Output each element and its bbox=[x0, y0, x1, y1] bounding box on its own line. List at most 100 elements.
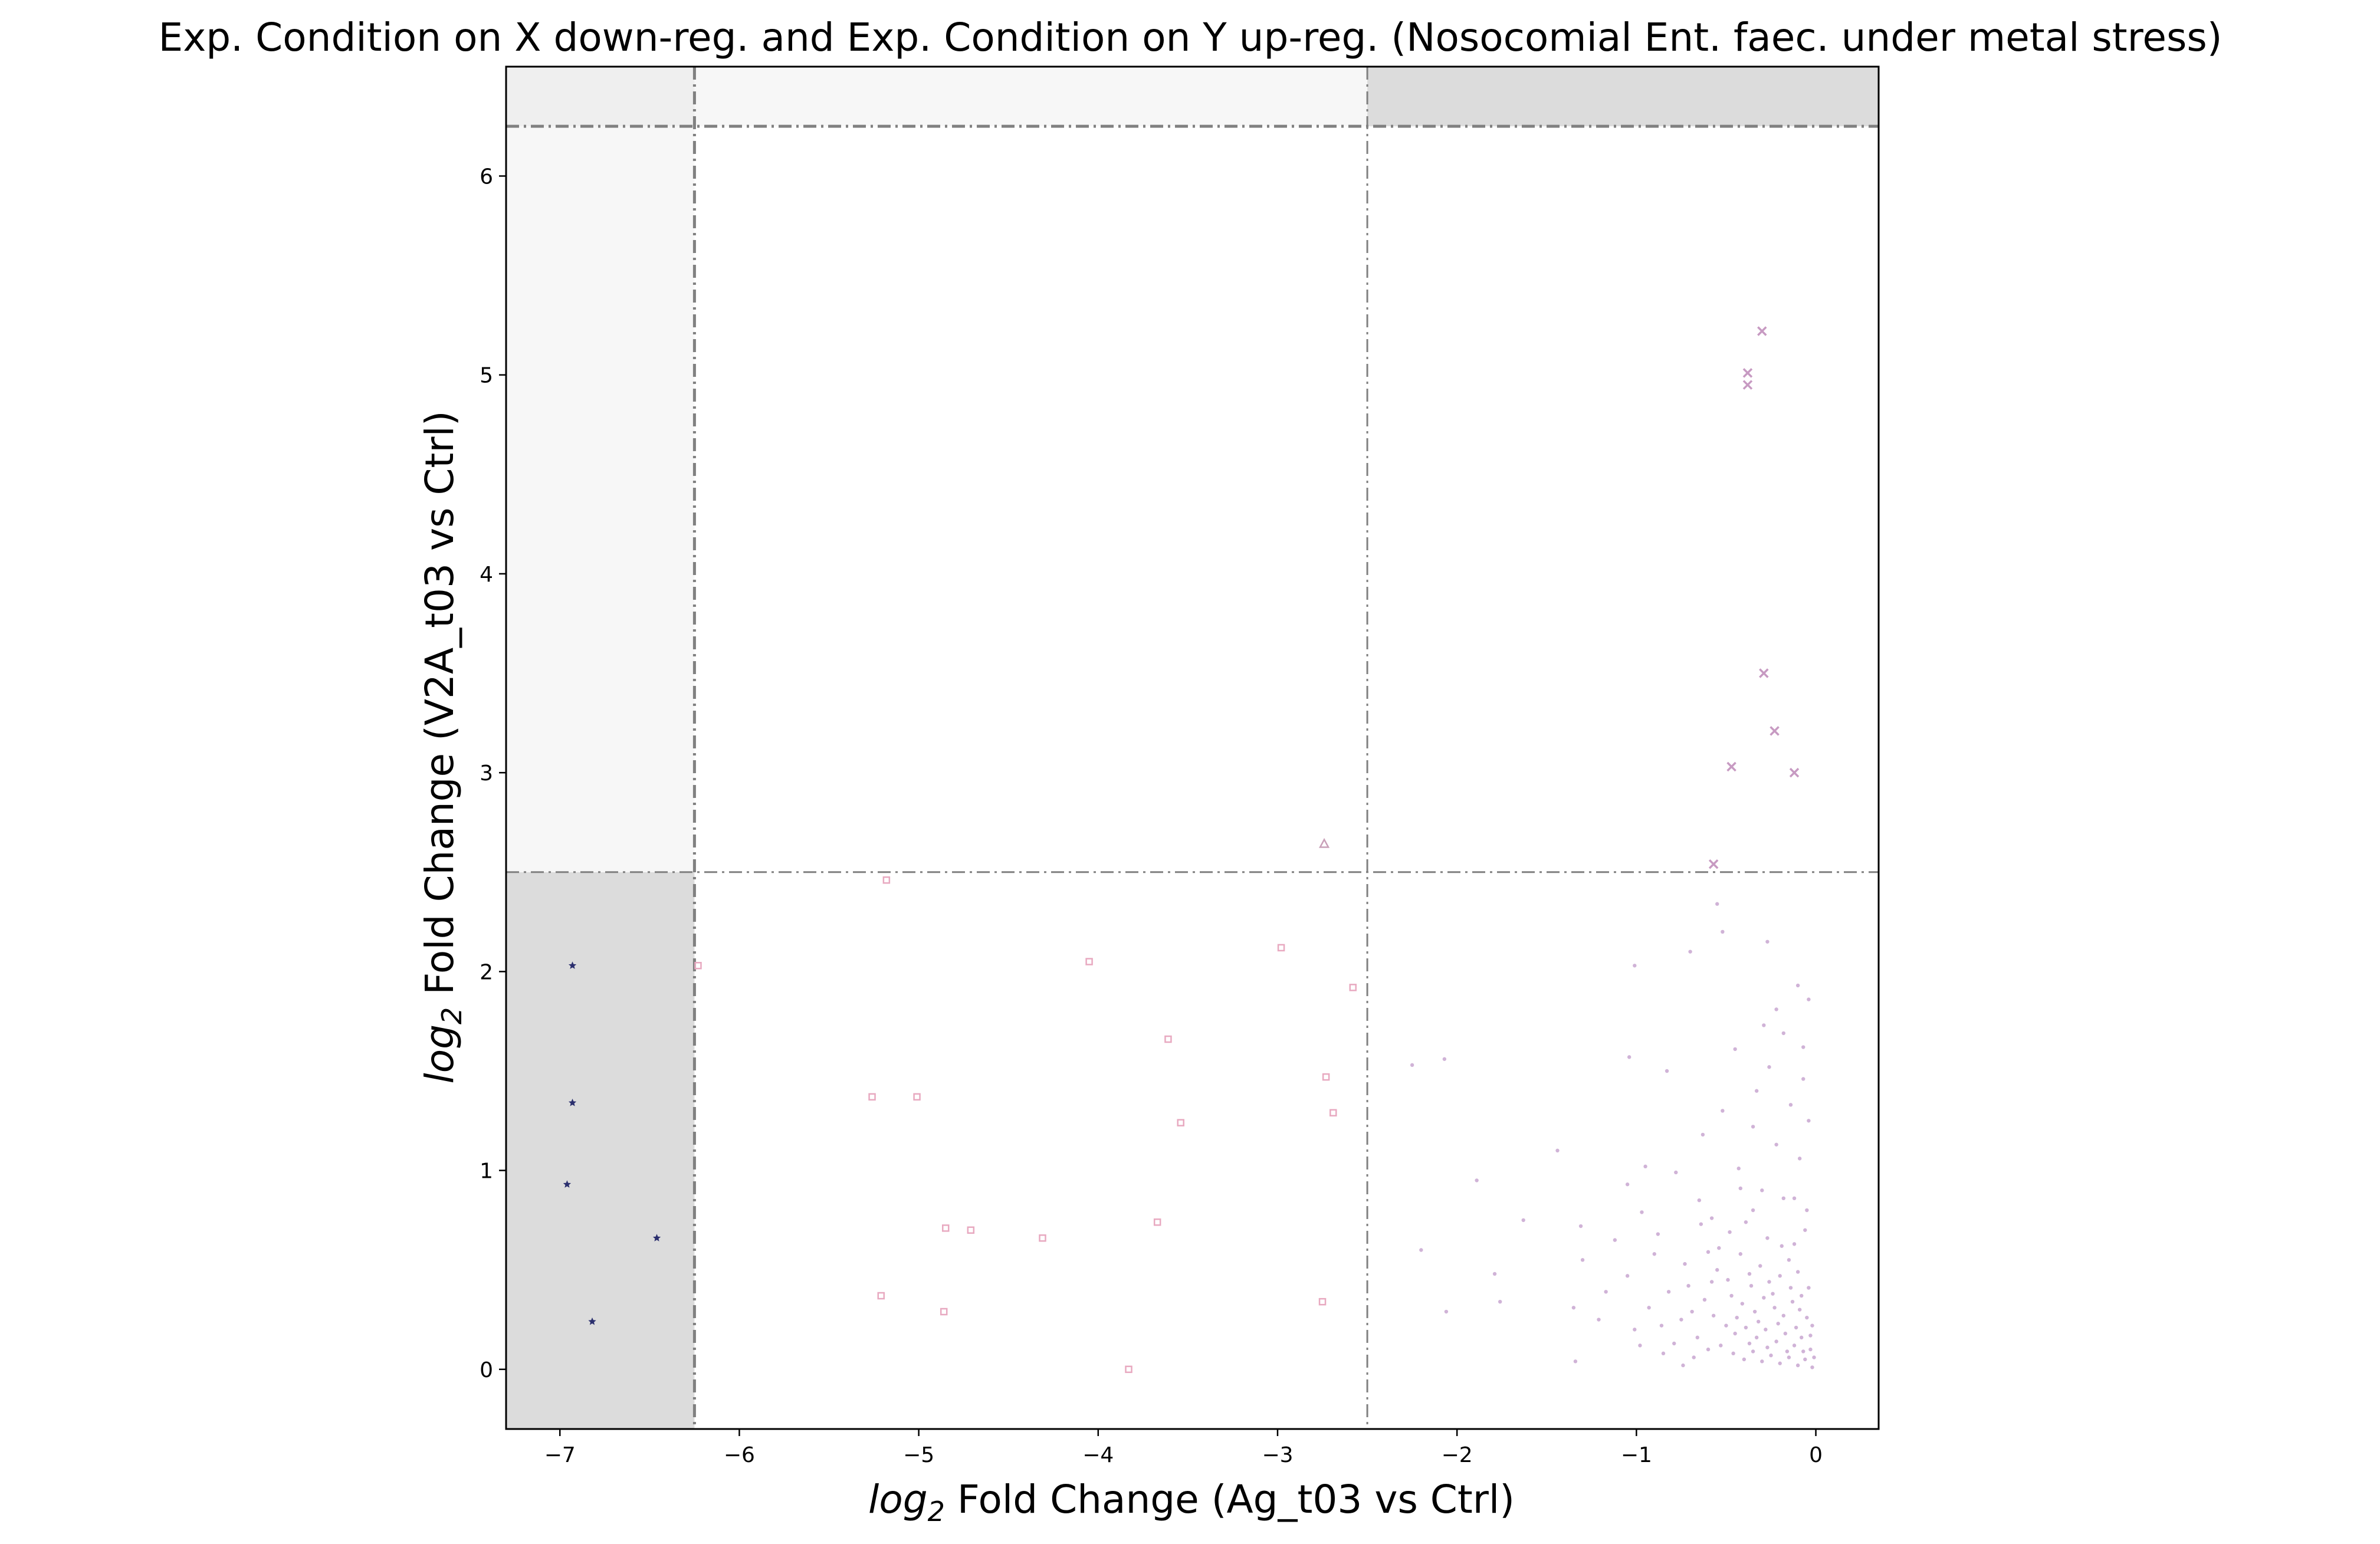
data-point-dot bbox=[1715, 902, 1719, 906]
data-point-cross bbox=[1789, 767, 1800, 778]
data-point-dot bbox=[1692, 1355, 1696, 1359]
data-point-dot bbox=[1735, 1315, 1739, 1320]
data-point-dot bbox=[1679, 1318, 1683, 1322]
data-point-dot bbox=[1801, 1077, 1805, 1081]
y-axis-ticks: 0 1 2 3 4 5 6 bbox=[480, 165, 506, 1382]
data-point-dot bbox=[1738, 1186, 1742, 1191]
shade-region-left bbox=[506, 67, 695, 872]
data-point-dot bbox=[1792, 1242, 1797, 1246]
data-point-dot bbox=[1604, 1290, 1608, 1294]
data-point-dot bbox=[1805, 1315, 1809, 1320]
data-point-dot bbox=[1756, 1319, 1761, 1324]
data-point-dot bbox=[1795, 1363, 1800, 1368]
data-point-cross bbox=[1742, 380, 1753, 390]
data-point-dot bbox=[1812, 1355, 1816, 1359]
data-point-dot bbox=[1613, 1238, 1617, 1242]
data-point-dot bbox=[1783, 1331, 1788, 1336]
data-point-dot bbox=[1765, 1236, 1770, 1240]
threshold-lines bbox=[506, 67, 1879, 1429]
data-point-dot bbox=[1659, 1323, 1664, 1328]
data-point-dot bbox=[1797, 1157, 1802, 1161]
x-tick-label: −2 bbox=[1442, 1443, 1473, 1467]
data-point-dot bbox=[1795, 1270, 1800, 1274]
data-point-dot bbox=[1771, 1292, 1775, 1296]
data-point-star bbox=[652, 1234, 661, 1241]
data-point-dot bbox=[1640, 1210, 1644, 1214]
data-point-dot bbox=[1774, 1007, 1778, 1011]
data-point-dot bbox=[1721, 929, 1725, 934]
data-point-dot bbox=[1690, 1309, 1694, 1314]
data-point-square bbox=[1153, 1218, 1161, 1226]
data-point-dot bbox=[1633, 964, 1637, 968]
data-point-dot bbox=[1751, 1208, 1755, 1213]
data-point-dot bbox=[1742, 1357, 1747, 1362]
data-point-dot bbox=[1709, 1216, 1714, 1220]
data-point-star bbox=[563, 1180, 572, 1188]
data-point-dot bbox=[1686, 1283, 1690, 1288]
data-point-dot bbox=[1765, 939, 1770, 944]
data-point-dot bbox=[1751, 1349, 1755, 1354]
data-point-dot bbox=[1419, 1248, 1423, 1252]
data-point-square bbox=[1322, 1073, 1330, 1081]
data-point-dot bbox=[1706, 1250, 1711, 1254]
shade-region-top-right bbox=[1367, 67, 1879, 127]
data-point-dot bbox=[1731, 1351, 1735, 1356]
data-point-dot bbox=[1647, 1306, 1651, 1310]
data-point-dot bbox=[1808, 1347, 1813, 1352]
data-point-dot bbox=[1762, 1296, 1766, 1300]
data-point-cross bbox=[1759, 668, 1769, 678]
data-point-dot bbox=[1672, 1341, 1676, 1346]
data-point-dot bbox=[1521, 1218, 1525, 1223]
data-point-dot bbox=[1674, 1170, 1678, 1175]
data-point-dot bbox=[1792, 1196, 1797, 1201]
data-point-square bbox=[1349, 984, 1357, 991]
data-point-dot bbox=[1665, 1069, 1669, 1073]
data-point-dot bbox=[1767, 1065, 1771, 1069]
y-tick-label: 0 bbox=[480, 1358, 493, 1382]
data-point-square bbox=[1329, 1109, 1337, 1117]
data-point-dot bbox=[1724, 1323, 1728, 1328]
data-point-dot bbox=[1729, 1293, 1734, 1298]
x-tick-label: −3 bbox=[1262, 1443, 1293, 1467]
data-point-dot bbox=[1706, 1347, 1711, 1352]
chart-title: Exp. Condition on X down-reg. and Exp. C… bbox=[159, 15, 2223, 60]
data-point-dot bbox=[1721, 1109, 1725, 1113]
data-point-dot bbox=[1736, 1167, 1741, 1171]
data-point-dot bbox=[1794, 1325, 1798, 1330]
data-point-dot bbox=[1726, 1277, 1730, 1282]
data-point-square bbox=[940, 1308, 948, 1316]
data-point-dot bbox=[1781, 1196, 1785, 1201]
data-point-square bbox=[967, 1226, 975, 1234]
data-point-dot bbox=[1795, 983, 1800, 988]
data-point-square bbox=[1125, 1365, 1132, 1374]
data-point-dot bbox=[1709, 1280, 1714, 1284]
plot-frame bbox=[505, 65, 1880, 1430]
data-point-dot bbox=[1803, 1357, 1807, 1362]
y-axis-label-text: Fold Change (V2A_t03 vs Ctrl) bbox=[417, 410, 462, 1007]
data-point-star bbox=[568, 1098, 577, 1106]
x-tick-label: −7 bbox=[544, 1443, 576, 1467]
data-point-dot bbox=[1475, 1178, 1479, 1182]
data-point-dot bbox=[1810, 1323, 1814, 1328]
data-point-dot bbox=[1711, 1313, 1716, 1318]
data-point-dot bbox=[1681, 1363, 1685, 1368]
data-point-dot bbox=[1800, 1293, 1804, 1298]
data-point-star bbox=[588, 1317, 596, 1325]
data-point-dot bbox=[1747, 1341, 1752, 1346]
data-point-dot bbox=[1760, 1359, 1764, 1364]
data-point-dot bbox=[1808, 1333, 1813, 1338]
data-point-square bbox=[882, 876, 891, 884]
data-point-dot bbox=[1555, 1148, 1560, 1153]
y-tick-label: 4 bbox=[480, 563, 493, 587]
data-point-dot bbox=[1769, 1354, 1773, 1358]
data-point-dot bbox=[1807, 997, 1811, 1001]
data-point-cross bbox=[1726, 761, 1736, 772]
data-point-cross bbox=[1742, 368, 1753, 378]
data-point-dot bbox=[1781, 1313, 1785, 1318]
data-point-dot bbox=[1758, 1264, 1762, 1268]
data-point-dot bbox=[1580, 1258, 1585, 1262]
data-point-dot bbox=[1749, 1283, 1754, 1288]
data-point-dot bbox=[1792, 1343, 1797, 1348]
y-tick-label: 2 bbox=[480, 960, 493, 984]
data-point-square bbox=[877, 1292, 885, 1300]
